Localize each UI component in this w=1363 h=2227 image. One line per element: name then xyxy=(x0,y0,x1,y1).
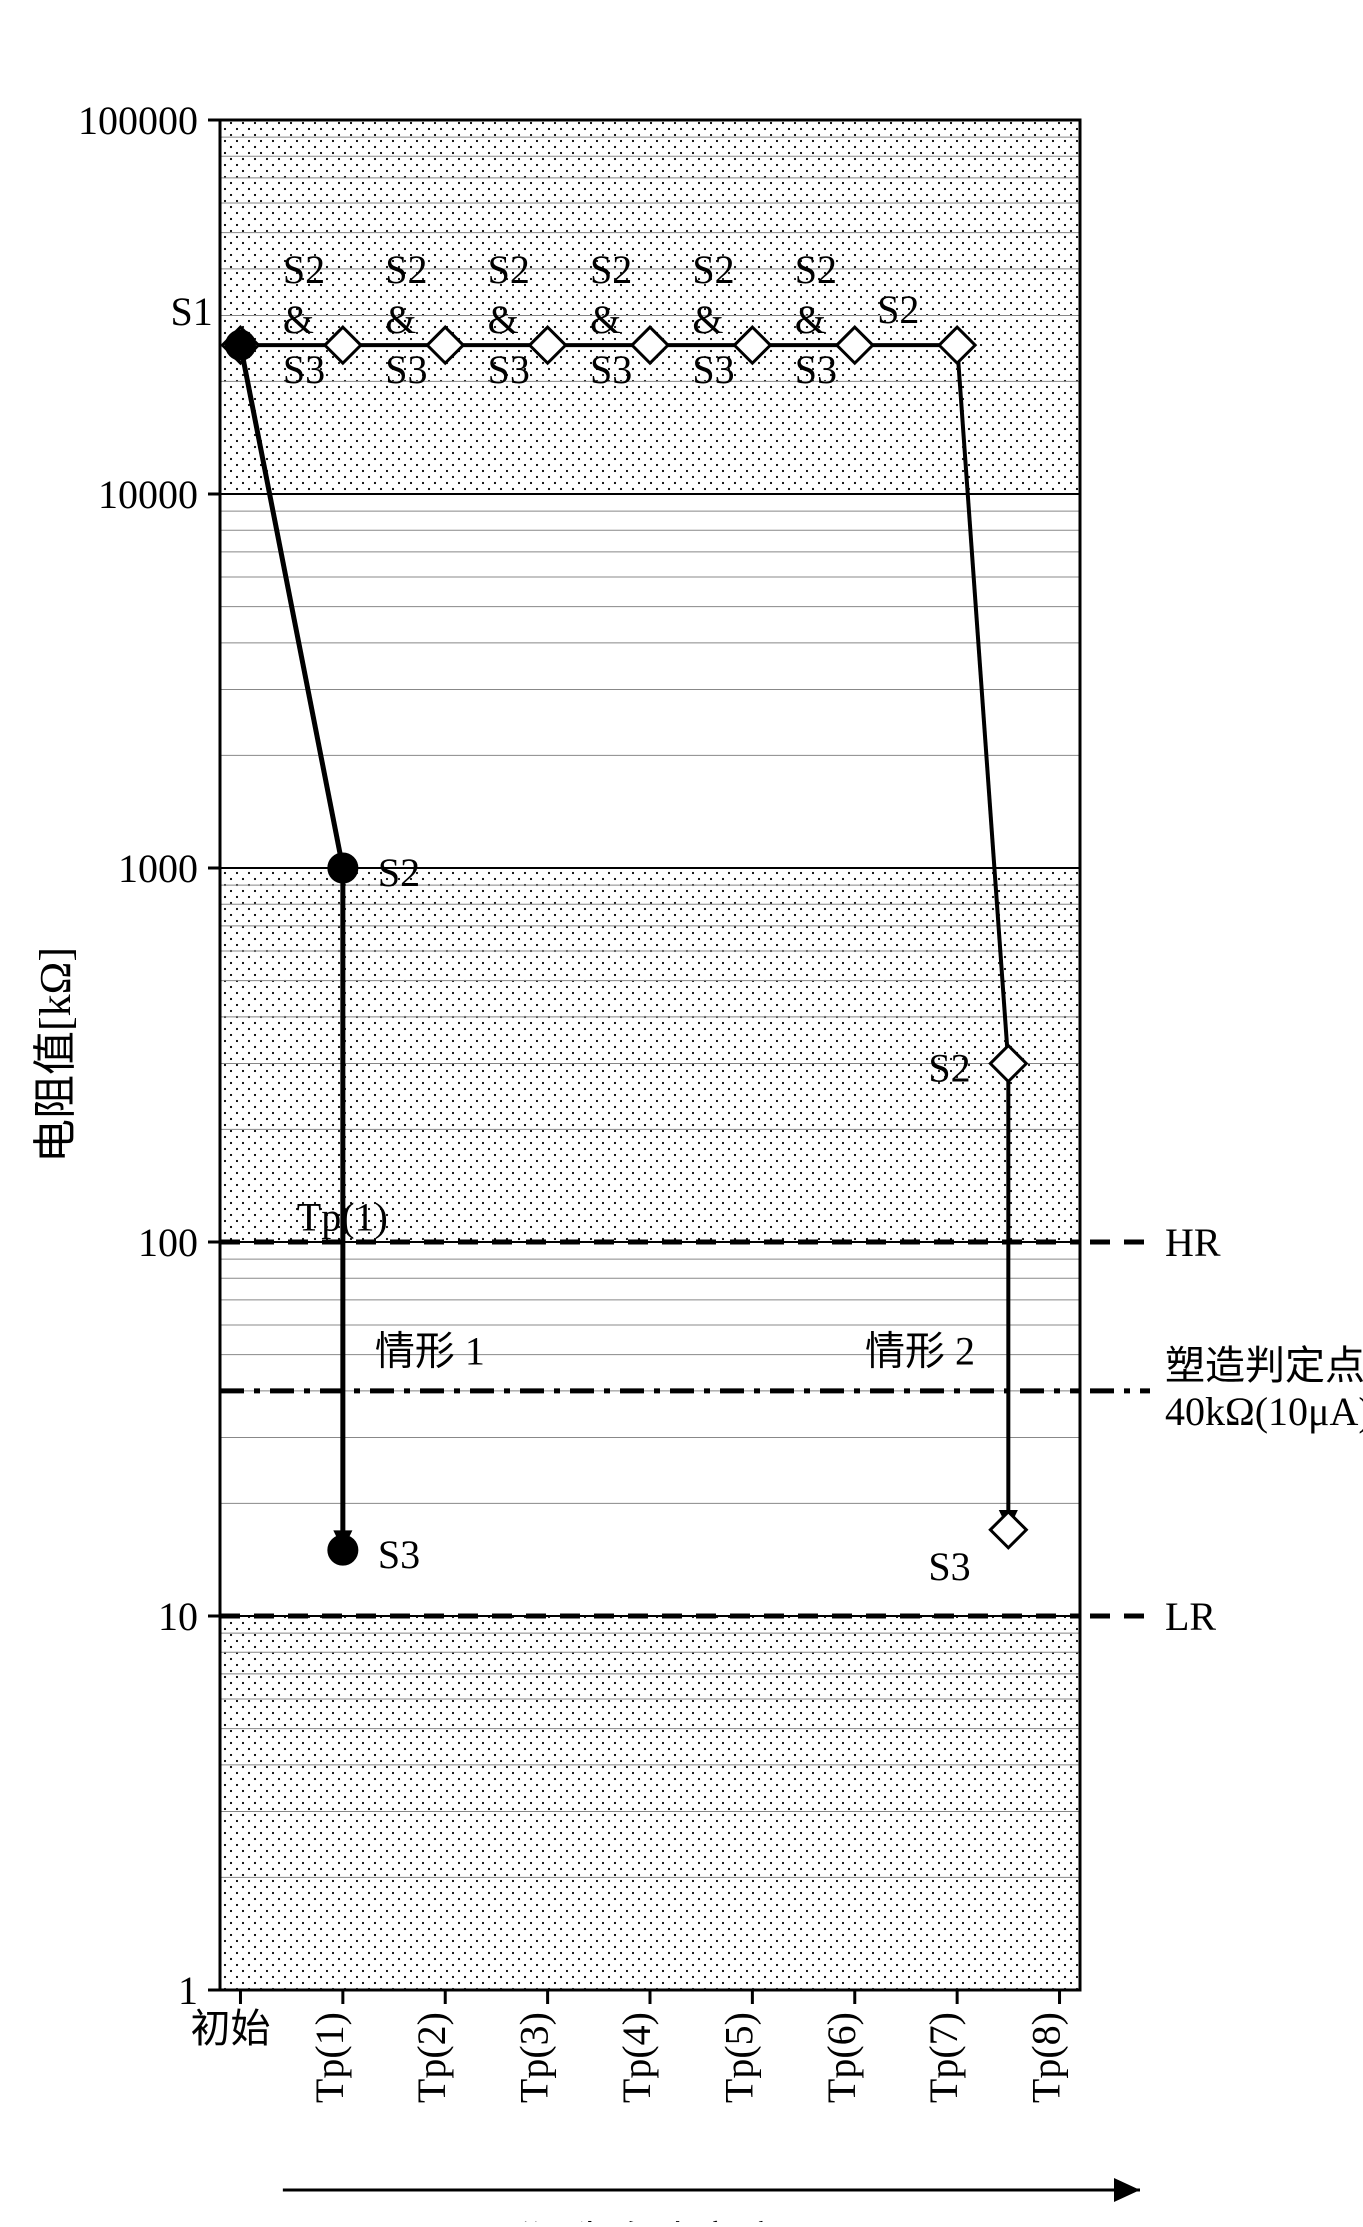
x-tick-label: Tp(6) xyxy=(819,2012,864,2103)
y-axis-label: 电阻值[kΩ] xyxy=(31,947,80,1163)
y-tick-label: 10000 xyxy=(98,472,198,517)
series-annotation: S3 xyxy=(385,347,427,392)
x-tick-label: Tp(2) xyxy=(409,2012,454,2103)
point-annotation: S2 xyxy=(928,1046,970,1091)
chart-svg: 110100100010000100000初始Tp(1)Tp(2)Tp(3)Tp… xyxy=(0,0,1363,2222)
series-annotation: & xyxy=(488,297,519,342)
series-annotation: & xyxy=(283,297,314,342)
x-tick-label: Tp(1) xyxy=(307,2012,352,2103)
series-annotation: S2 xyxy=(795,247,837,292)
series-annotation: S3 xyxy=(283,347,325,392)
region-annotation: Tp(1) xyxy=(297,1194,388,1239)
y-tick-label: 100000 xyxy=(78,98,198,143)
series-annotation: & xyxy=(795,297,826,342)
ref-line-label: 40kΩ(10μA) xyxy=(1165,1389,1363,1434)
series-annotation: & xyxy=(590,297,621,342)
chart-figure: 110100100010000100000初始Tp(1)Tp(2)Tp(3)Tp… xyxy=(0,0,1363,2222)
region-annotation: 情形 2 xyxy=(865,1329,975,1374)
series-annotation: S2 xyxy=(590,247,632,292)
point-annotation: S3 xyxy=(378,1532,420,1577)
series-annotation: S3 xyxy=(692,347,734,392)
ref-line-label: HR xyxy=(1165,1220,1221,1265)
series-annotation: S2 xyxy=(488,247,530,292)
y-tick-label: 100 xyxy=(138,1220,198,1265)
series-annotation: S2 xyxy=(283,247,325,292)
ref-line-label: 塑造判定点 xyxy=(1165,1343,1363,1388)
y-tick-label: 1000 xyxy=(118,846,198,891)
x-tick-label: Tp(7) xyxy=(921,2012,966,2103)
point-annotation: S1 xyxy=(170,289,212,334)
x-tick-label-initial: 初始 xyxy=(190,2006,270,2051)
point-annotation: S2 xyxy=(378,850,420,895)
x-tick-label: Tp(5) xyxy=(716,2012,761,2103)
x-tick-label: Tp(3) xyxy=(512,2012,557,2103)
series-annotation: & xyxy=(385,297,416,342)
ref-line-label: LR xyxy=(1165,1594,1216,1639)
series-annotation: & xyxy=(692,297,723,342)
point-annotation: S2 xyxy=(877,287,919,332)
series-annotation: S2 xyxy=(692,247,734,292)
x-tick-label: Tp(4) xyxy=(614,2012,659,2103)
point-annotation: S3 xyxy=(928,1544,970,1589)
x-tick-label: Tp(8) xyxy=(1024,2012,1069,2103)
series-annotation: S3 xyxy=(795,347,837,392)
region-annotation: 情形 1 xyxy=(375,1329,485,1374)
series-annotation: S3 xyxy=(590,347,632,392)
series-annotation: S3 xyxy=(488,347,530,392)
series-annotation: S2 xyxy=(385,247,427,292)
y-tick-label: 10 xyxy=(158,1594,198,1639)
